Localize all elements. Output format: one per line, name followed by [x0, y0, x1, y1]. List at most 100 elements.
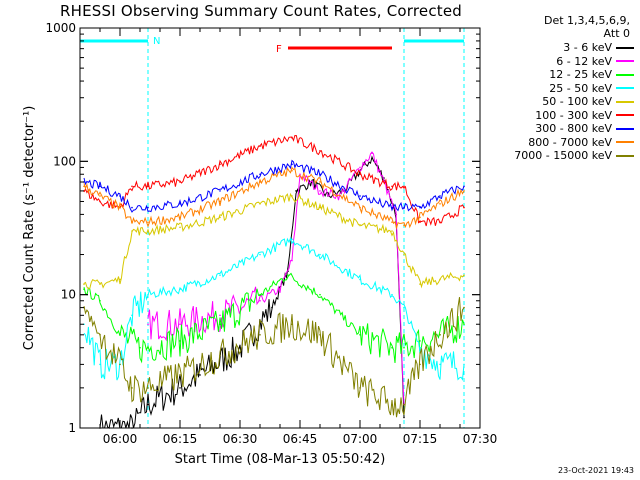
data-point: [259, 253, 261, 256]
data-point: [179, 387, 181, 389]
legend-swatch: [616, 100, 634, 103]
legend-entry: 100 - 300 keV: [535, 109, 634, 122]
data-point: [291, 323, 293, 326]
data-point: [395, 213, 397, 216]
y-tick-label: 1000: [45, 21, 76, 35]
data-point: [179, 374, 181, 376]
data-point: [131, 221, 133, 223]
data-point: [83, 283, 85, 285]
data-point: [131, 185, 133, 188]
legend-swatch: [616, 114, 634, 116]
data-point: [439, 221, 441, 223]
data-point: [119, 278, 121, 281]
data-point: [99, 195, 101, 197]
data-point: [419, 206, 421, 209]
legend-entry-label: 7000 - 15000 keV: [514, 149, 612, 162]
legend-entry-label: 25 - 50 keV: [549, 81, 612, 95]
legend-entry-label: 12 - 25 keV: [549, 68, 612, 81]
data-point: [419, 283, 421, 285]
data-point: [291, 259, 293, 262]
data-point: [359, 166, 361, 169]
data-point: [131, 314, 133, 317]
flare-label: F: [276, 44, 282, 55]
x-tick-label: 06:30: [223, 432, 258, 446]
night-markers: N: [80, 28, 465, 428]
legend-swatch: [616, 46, 634, 49]
data-point: [147, 387, 149, 389]
data-point: [319, 206, 321, 209]
data-point: [131, 230, 133, 232]
data-point: [359, 334, 361, 336]
data-point: [179, 323, 181, 326]
data-point: [147, 403, 149, 406]
data-point: [259, 145, 261, 147]
data-point: [439, 203, 441, 205]
data-point: [99, 334, 101, 336]
data-point: [291, 195, 293, 197]
data-point: [259, 181, 261, 183]
data-point: [359, 278, 361, 281]
data-point: [419, 363, 421, 366]
legend-entry-label: 3 - 6 keV: [563, 41, 612, 54]
series-25to50keV: [83, 236, 465, 381]
data-point: [419, 346, 421, 349]
data-point: [403, 346, 405, 349]
legend-entry-label: 800 - 7000 keV: [528, 135, 612, 149]
data-point: [119, 206, 121, 209]
data-point: [99, 363, 101, 366]
data-point: [419, 340, 421, 342]
y-tick-label: 1: [68, 421, 76, 435]
series-line: [83, 192, 465, 290]
data-point: [299, 173, 301, 176]
series-line: [83, 134, 465, 227]
data-point: [439, 363, 441, 366]
data-point: [259, 334, 261, 336]
data-point: [131, 387, 133, 389]
data-point: [463, 206, 465, 209]
legend-header-attenuator: Att 0: [603, 27, 630, 40]
data-point: [291, 169, 293, 172]
data-point: [179, 216, 181, 219]
data-point: [403, 416, 405, 419]
data-point: [83, 185, 85, 188]
data-point: [359, 173, 361, 176]
data-point: [439, 334, 441, 336]
data-point: [147, 206, 149, 209]
data-point: [219, 200, 221, 203]
data-point: [391, 346, 393, 349]
data-point: [359, 195, 361, 197]
data-point: [259, 299, 261, 302]
legend-swatch: [616, 87, 634, 89]
data-point: [239, 346, 241, 349]
data-point: [259, 293, 261, 296]
series-lines: [83, 134, 465, 429]
data-point: [295, 190, 297, 192]
legend-swatch: [616, 73, 634, 76]
data-point: [287, 274, 289, 276]
data-point: [403, 206, 405, 209]
data-point: [463, 185, 465, 188]
data-point: [359, 387, 361, 389]
data-point: [403, 253, 405, 256]
data-point: [319, 334, 321, 336]
series-line: [83, 236, 465, 381]
x-axis-label: Start Time (08-Mar-13 05:50:42): [175, 452, 386, 467]
data-point: [359, 206, 361, 209]
data-point: [99, 185, 101, 188]
series-line: [83, 297, 465, 418]
legend-entry: 800 - 7000 keV: [528, 136, 634, 149]
series-line: [83, 166, 465, 230]
data-point: [439, 195, 441, 197]
legend-entry: 12 - 25 keV: [549, 68, 634, 81]
legend-entry-label: 100 - 300 keV: [535, 108, 612, 122]
x-tick-label: 07:30: [463, 432, 498, 446]
axes: 06:00 06:15 06:30 06:45 07:00 07:15 07:30 1 10 10…: [22, 21, 497, 467]
data-point: [147, 346, 149, 349]
legend-entry-label: 300 - 800 keV: [535, 122, 612, 135]
data-point: [391, 293, 393, 296]
chart-title: RHESSI Observing Summary Count Rates, Co…: [60, 2, 463, 20]
data-point: [391, 221, 393, 223]
legend-header-detectors: Det 1,3,4,5,6,9,: [543, 14, 630, 27]
legend-entry: 50 - 100 keV: [542, 95, 634, 108]
data-point: [131, 206, 133, 209]
